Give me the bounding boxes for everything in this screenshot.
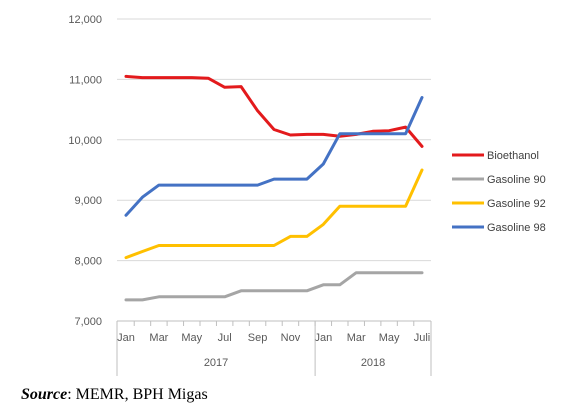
- x-tick-label-jan: Jan: [117, 332, 135, 344]
- y-tick-label-9000: 9,000: [74, 195, 102, 207]
- x-tick-labels: Jan Mar May Jul Sep Nov Jan Mar May Juli: [117, 332, 430, 344]
- legend-label-gasoline-90: Gasoline 90: [487, 174, 546, 186]
- y-tick-label-10000: 10,000: [68, 135, 102, 147]
- gridlines: [117, 18, 431, 262]
- y-tick-label-8000: 8,000: [74, 256, 102, 268]
- y-tick-label-12000: 12,000: [68, 14, 102, 26]
- year-label-2018: 2018: [361, 357, 385, 369]
- source-note: Source: MEMR, BPH Migas: [21, 386, 208, 404]
- x-tick-label-mar: Mar: [347, 332, 366, 344]
- x-tick-label-juli: Juli: [414, 332, 431, 344]
- x-tick-label-jan: Jan: [314, 332, 332, 344]
- x-axis: [116, 320, 432, 326]
- series-line-gasoline-92: [124, 168, 424, 260]
- year-group-labels: 2017 2018: [116, 321, 432, 376]
- x-tick-label-may: May: [379, 332, 400, 344]
- x-tick-label-jul: Jul: [218, 332, 232, 344]
- y-tick-label-7000: 7,000: [74, 316, 102, 328]
- series-line-bioethanol: [124, 74, 424, 148]
- legend-label-gasoline-92: Gasoline 92: [487, 198, 546, 210]
- source-text: : MEMR, BPH Migas: [67, 386, 208, 403]
- source-label: Source: [21, 386, 68, 403]
- x-tick-label-nov: Nov: [281, 332, 301, 344]
- legend-label-gasoline-98: Gasoline 98: [487, 222, 546, 234]
- y-axis: 7,000 8,000 9,000 10,000 11,000 12,000: [68, 14, 102, 328]
- legend-label-bioethanol: Bioethanol: [487, 150, 539, 162]
- year-label-2017: 2017: [204, 357, 228, 369]
- series-line-gasoline-90: [124, 271, 424, 302]
- x-tick-label-may: May: [181, 332, 202, 344]
- series-lines: [124, 74, 424, 302]
- x-tick-label-mar: Mar: [149, 332, 168, 344]
- series-line-gasoline-98: [124, 96, 424, 217]
- y-tick-label-11000: 11,000: [69, 74, 102, 86]
- legend: Bioethanol Gasoline 90 Gasoline 92 Gasoline…: [452, 150, 546, 234]
- line-chart: 7,000 8,000 9,000 10,000 11,000 12,000 Jan Mar…: [68, 14, 546, 376]
- x-tick-label-sep: Sep: [248, 332, 268, 344]
